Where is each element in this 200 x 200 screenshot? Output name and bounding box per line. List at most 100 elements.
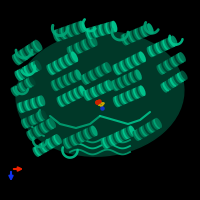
Ellipse shape	[83, 75, 88, 83]
Ellipse shape	[120, 131, 125, 140]
Ellipse shape	[49, 138, 55, 147]
Ellipse shape	[43, 142, 48, 151]
Ellipse shape	[87, 129, 92, 138]
Ellipse shape	[30, 44, 37, 53]
Ellipse shape	[92, 88, 97, 96]
Ellipse shape	[32, 99, 37, 108]
Ellipse shape	[33, 148, 39, 156]
Ellipse shape	[69, 73, 74, 83]
Ellipse shape	[136, 130, 142, 139]
Ellipse shape	[132, 89, 137, 99]
Ellipse shape	[99, 66, 104, 75]
Ellipse shape	[37, 126, 43, 135]
Ellipse shape	[41, 123, 47, 132]
Ellipse shape	[113, 65, 119, 75]
Ellipse shape	[67, 93, 72, 102]
Ellipse shape	[138, 28, 144, 37]
Ellipse shape	[108, 80, 113, 89]
Ellipse shape	[66, 26, 71, 37]
Ellipse shape	[32, 63, 37, 71]
Ellipse shape	[163, 40, 168, 49]
Ellipse shape	[172, 77, 178, 85]
Ellipse shape	[36, 146, 42, 154]
Ellipse shape	[76, 43, 81, 53]
Ellipse shape	[100, 25, 104, 35]
Ellipse shape	[121, 94, 126, 103]
Ellipse shape	[100, 65, 106, 74]
Point	[97, 99, 100, 103]
Ellipse shape	[128, 127, 133, 136]
Ellipse shape	[79, 87, 84, 96]
Ellipse shape	[74, 24, 79, 34]
Ellipse shape	[115, 133, 120, 142]
Ellipse shape	[69, 47, 74, 56]
Ellipse shape	[30, 130, 36, 139]
Ellipse shape	[52, 137, 58, 145]
Ellipse shape	[27, 132, 33, 140]
Ellipse shape	[164, 62, 169, 70]
Ellipse shape	[22, 68, 28, 76]
Ellipse shape	[97, 85, 102, 94]
Ellipse shape	[26, 101, 30, 110]
Ellipse shape	[18, 84, 23, 92]
Ellipse shape	[155, 119, 161, 127]
Ellipse shape	[181, 71, 187, 79]
Ellipse shape	[126, 59, 131, 68]
Ellipse shape	[19, 51, 26, 60]
Ellipse shape	[60, 58, 66, 68]
Ellipse shape	[70, 136, 75, 145]
Ellipse shape	[180, 53, 185, 61]
Ellipse shape	[67, 74, 73, 83]
Ellipse shape	[75, 23, 80, 33]
Ellipse shape	[25, 118, 30, 126]
Ellipse shape	[147, 123, 153, 132]
Ellipse shape	[133, 71, 138, 81]
Ellipse shape	[74, 44, 80, 53]
Ellipse shape	[21, 69, 26, 77]
Ellipse shape	[88, 72, 94, 81]
Ellipse shape	[99, 84, 104, 93]
Ellipse shape	[160, 64, 166, 72]
Ellipse shape	[118, 95, 123, 105]
Ellipse shape	[173, 56, 179, 65]
Ellipse shape	[176, 55, 182, 63]
Ellipse shape	[40, 124, 46, 133]
Ellipse shape	[87, 29, 92, 39]
Ellipse shape	[135, 88, 140, 97]
Ellipse shape	[88, 38, 93, 47]
Ellipse shape	[140, 52, 145, 61]
Ellipse shape	[25, 80, 30, 88]
Ellipse shape	[145, 25, 150, 35]
Ellipse shape	[46, 120, 52, 129]
Ellipse shape	[85, 91, 90, 100]
Ellipse shape	[71, 25, 76, 35]
Ellipse shape	[165, 39, 170, 49]
Ellipse shape	[90, 88, 95, 97]
Ellipse shape	[16, 85, 22, 93]
Ellipse shape	[135, 131, 141, 139]
Ellipse shape	[81, 76, 87, 84]
Ellipse shape	[24, 48, 31, 57]
Ellipse shape	[72, 52, 77, 61]
Ellipse shape	[156, 43, 161, 53]
Ellipse shape	[35, 127, 41, 136]
Ellipse shape	[108, 136, 113, 145]
Ellipse shape	[53, 62, 59, 72]
Ellipse shape	[61, 77, 67, 86]
Ellipse shape	[163, 83, 169, 91]
Ellipse shape	[90, 37, 95, 46]
Ellipse shape	[137, 87, 142, 97]
Ellipse shape	[134, 30, 139, 39]
Ellipse shape	[132, 31, 138, 40]
Ellipse shape	[144, 125, 150, 134]
Ellipse shape	[16, 32, 184, 156]
Ellipse shape	[152, 120, 158, 129]
Ellipse shape	[13, 55, 19, 65]
Ellipse shape	[28, 65, 34, 73]
Ellipse shape	[31, 99, 35, 108]
Ellipse shape	[86, 73, 92, 82]
Ellipse shape	[104, 24, 109, 34]
Ellipse shape	[161, 41, 166, 50]
Ellipse shape	[119, 78, 124, 87]
Ellipse shape	[85, 129, 90, 138]
